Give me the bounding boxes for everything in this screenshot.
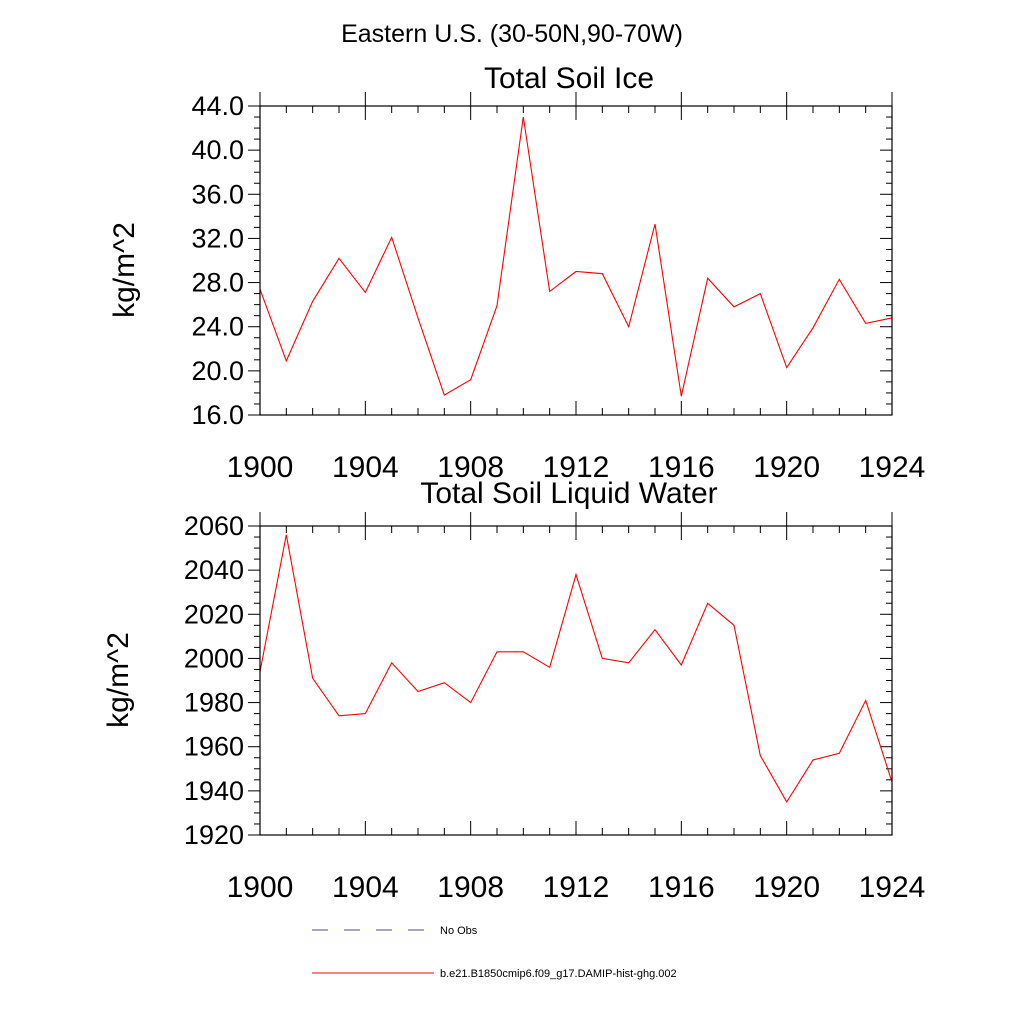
panel-total-soil-liquid-water: Total Soil Liquid Water kg/m^2 192019401… xyxy=(102,477,925,904)
x-tick-label: 1924 xyxy=(859,871,926,904)
series-line xyxy=(260,535,892,802)
x-tick-label: 1920 xyxy=(753,451,820,484)
y-tick-label: 2060 xyxy=(184,511,244,541)
x-tick-label: 1900 xyxy=(227,451,294,484)
legend-label-no-obs: No Obs xyxy=(440,925,478,937)
x-tick-label: 1912 xyxy=(543,871,610,904)
x-tick-label: 1900 xyxy=(227,871,294,904)
y-axis-label: kg/m^2 xyxy=(102,632,135,728)
plot-frame xyxy=(260,526,892,835)
page-title: Eastern U.S. (30-50N,90-70W) xyxy=(341,20,683,48)
y-tick-label: 20.0 xyxy=(191,356,244,386)
y-tick-label: 2040 xyxy=(184,555,244,585)
plot-area: 16.0 20.0 24.0 28.0 32.0 36.0 40.0 44.0 1900 1904… xyxy=(191,91,925,484)
legend: No Obs b.e21.B1850cmip6.f09_g17.DAMIP-hi… xyxy=(312,925,677,980)
series-line xyxy=(260,117,892,396)
legend-label-model: b.e21.B1850cmip6.f09_g17.DAMIP-hist-ghg.… xyxy=(440,968,677,980)
y-tick-label: 1960 xyxy=(184,732,244,762)
y-tick-label: 24.0 xyxy=(191,312,244,342)
y-tick-label: 1980 xyxy=(184,688,244,718)
x-tick-label: 1920 xyxy=(753,871,820,904)
x-tick-label: 1904 xyxy=(332,451,399,484)
y-tick-label: 36.0 xyxy=(191,179,244,209)
y-tick-label: 44.0 xyxy=(191,91,244,121)
plot-frame xyxy=(260,106,892,415)
chart-title: Total Soil Ice xyxy=(484,62,654,95)
x-tick-label: 1904 xyxy=(332,871,399,904)
y-tick-label: 28.0 xyxy=(191,268,244,298)
y-tick-label: 2000 xyxy=(184,643,244,673)
y-tick-label: 2020 xyxy=(184,599,244,629)
y-tick-label: 1940 xyxy=(184,776,244,806)
panel-total-soil-ice: Total Soil Ice kg/m^2 16.0 20.0 24.0 28.0 32… xyxy=(108,62,925,484)
chart-title: Total Soil Liquid Water xyxy=(420,477,717,510)
x-tick-label: 1908 xyxy=(437,871,504,904)
plot-area: 1920 1940 1960 1980 2000 2020 2040 2060 1900 1904… xyxy=(184,511,925,904)
y-tick-label: 16.0 xyxy=(191,400,244,430)
y-axis-label: kg/m^2 xyxy=(108,222,141,318)
y-tick-label: 40.0 xyxy=(191,135,244,165)
y-tick-label: 1920 xyxy=(184,820,244,850)
y-tick-label: 32.0 xyxy=(191,223,244,253)
x-tick-label: 1924 xyxy=(859,451,926,484)
x-tick-label: 1916 xyxy=(648,871,715,904)
